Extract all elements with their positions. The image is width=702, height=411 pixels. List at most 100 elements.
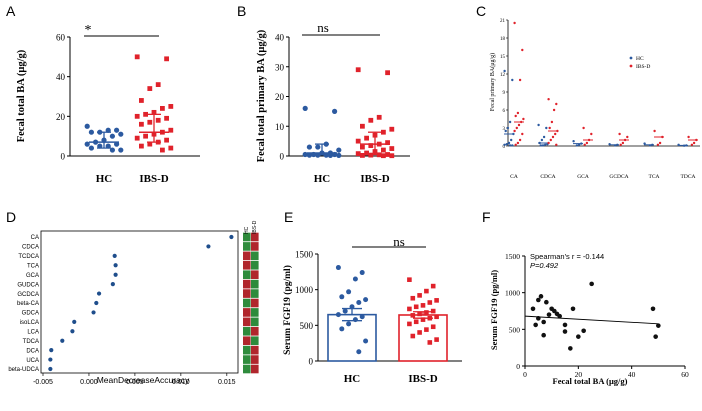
data-point xyxy=(690,143,694,146)
data-point xyxy=(570,306,576,312)
data-point xyxy=(413,304,419,310)
data-point xyxy=(410,295,416,301)
regression-line xyxy=(524,315,659,325)
y-tick-label: 18 xyxy=(500,37,506,42)
data-point xyxy=(590,132,593,136)
data-point xyxy=(430,283,436,289)
data-point xyxy=(575,144,579,147)
data-point xyxy=(389,153,395,159)
legend-hc-label: HC xyxy=(636,56,644,62)
x-tick-label: 60 xyxy=(681,370,689,379)
heatmap-cell xyxy=(251,308,259,317)
panel-a-significance: * xyxy=(85,23,92,38)
data-point xyxy=(352,317,358,323)
importance-point xyxy=(113,263,118,268)
data-point xyxy=(427,315,433,321)
data-point xyxy=(306,144,312,150)
data-point xyxy=(522,117,525,121)
heatmap-cell xyxy=(243,232,251,242)
data-point xyxy=(155,117,161,123)
data-point xyxy=(656,323,661,328)
data-point xyxy=(336,147,342,153)
data-point xyxy=(551,135,555,139)
x-tick-label: CA xyxy=(510,174,518,180)
feature-label: TCDCA xyxy=(18,254,39,260)
importance-point xyxy=(229,234,234,240)
y-tick-label: 15 xyxy=(500,55,506,60)
feature-label: beta-CA xyxy=(17,301,39,307)
heatmap-cell xyxy=(243,364,251,374)
data-point xyxy=(513,129,516,133)
feature-label: beta-UDCA xyxy=(8,367,39,373)
data-point xyxy=(540,138,544,142)
x-tick-label: GCA xyxy=(577,174,589,180)
data-point xyxy=(363,297,369,303)
feature-label: TDCA xyxy=(23,339,39,345)
importance-point xyxy=(96,291,102,296)
data-point xyxy=(542,135,546,139)
heatmap-cell xyxy=(251,289,259,298)
data-point xyxy=(572,140,575,143)
data-point xyxy=(557,313,562,319)
feature-label: GDCA xyxy=(22,311,39,317)
panel-e-xtick-hc: HC xyxy=(344,373,361,385)
feature-label: GCDCA xyxy=(17,292,39,298)
panel-a-ylabel: Fecal total BA (μg/g) xyxy=(16,49,27,142)
x-tick-label: TDCA xyxy=(681,174,696,180)
data-point xyxy=(692,141,696,145)
legend-ibsd-marker xyxy=(629,64,633,68)
feature-label: LCA xyxy=(27,329,39,335)
data-point xyxy=(360,144,365,150)
x-tick-label: -0.005 xyxy=(33,379,53,386)
data-point xyxy=(514,114,517,118)
data-point xyxy=(168,104,174,109)
data-point xyxy=(356,349,362,355)
data-point xyxy=(687,135,690,139)
data-point xyxy=(513,21,516,25)
data-point xyxy=(84,141,90,147)
data-point xyxy=(160,106,165,111)
data-point xyxy=(420,317,426,322)
data-point xyxy=(407,321,412,327)
panel-f-plot: 0 500 1000 1500 0 20 40 60 xyxy=(505,252,689,379)
panel-a-xtick-hc: HC xyxy=(96,173,113,185)
data-point xyxy=(360,123,365,129)
heatmap-cell xyxy=(243,260,251,270)
y-tick-label: 6 xyxy=(503,109,506,114)
data-point xyxy=(355,67,361,73)
data-point xyxy=(105,143,111,149)
y-tick-label: 0 xyxy=(309,357,314,367)
importance-point xyxy=(48,357,53,362)
data-point xyxy=(364,150,369,156)
data-point xyxy=(555,143,558,146)
data-point xyxy=(160,147,165,153)
x-tick-label: 0.005 xyxy=(126,379,144,386)
data-point xyxy=(355,151,361,157)
y-tick-label: 500 xyxy=(509,325,521,334)
legend-ibsd-label: IBS-D xyxy=(636,64,650,70)
data-point xyxy=(151,109,157,115)
y-tick-label: 0 xyxy=(516,362,520,371)
heatmap-cell xyxy=(251,251,259,261)
panel-f-xlabel: Fecal total BA (μg/g) xyxy=(553,376,628,386)
data-point xyxy=(538,294,544,299)
data-point xyxy=(504,129,507,133)
data-point xyxy=(503,69,506,73)
data-point xyxy=(515,126,518,130)
panel-e-plot: 0 500 1000 1500 xyxy=(295,246,462,367)
data-point xyxy=(552,308,557,314)
bar xyxy=(327,313,377,362)
data-point xyxy=(114,127,120,133)
data-point xyxy=(143,111,148,117)
data-point xyxy=(385,152,390,157)
data-point xyxy=(346,321,352,327)
panel-a: A 0 20 40 60 * HC IBS-D Fecal total BA (μg/… xyxy=(6,3,200,185)
heatmap-cell xyxy=(243,270,251,280)
panel-c-legend: HC IBS-D xyxy=(629,56,650,70)
data-point xyxy=(168,127,174,133)
data-point xyxy=(643,142,646,145)
y-tick-label: 1000 xyxy=(295,285,314,295)
data-point xyxy=(139,143,144,149)
x-tick-label: 20 xyxy=(575,370,583,379)
panel-c-plot: 0 3 6 9 12 15 18 21 CA CDCA GCA GCDCA TCA TDCA xyxy=(500,19,700,180)
